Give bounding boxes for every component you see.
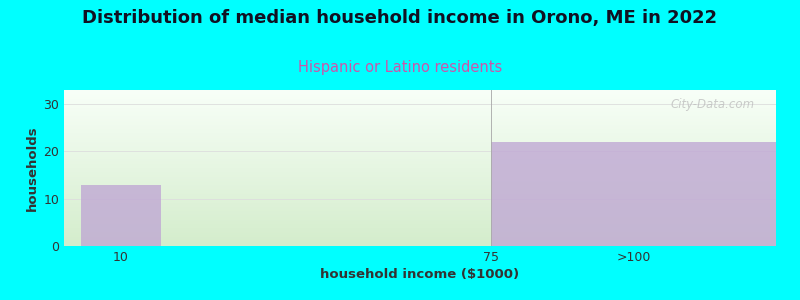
Bar [491, 142, 776, 246]
Text: City-Data.com: City-Data.com [670, 98, 754, 111]
Bar [81, 184, 161, 246]
Y-axis label: households: households [26, 125, 39, 211]
Text: Distribution of median household income in Orono, ME in 2022: Distribution of median household income … [82, 9, 718, 27]
X-axis label: household income ($1000): household income ($1000) [321, 268, 519, 281]
Text: Hispanic or Latino residents: Hispanic or Latino residents [298, 60, 502, 75]
